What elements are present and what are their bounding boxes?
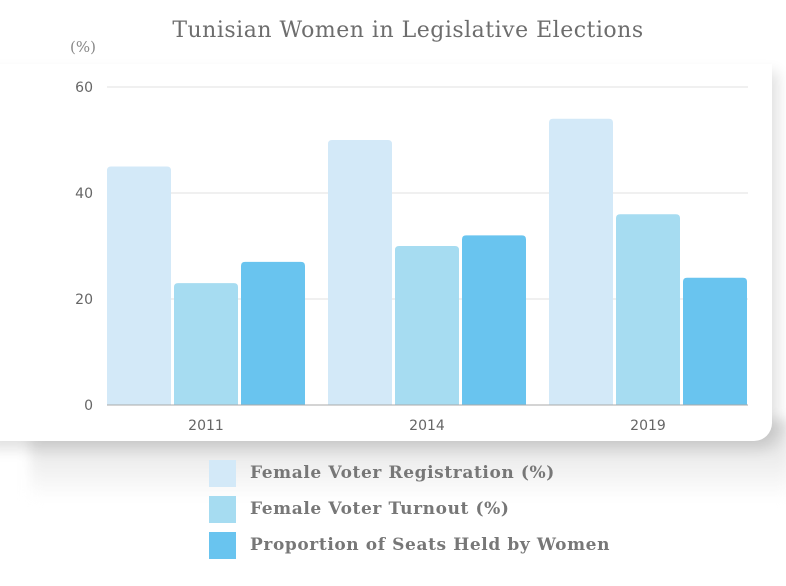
bar: [328, 140, 392, 405]
y-tick-label: 0: [84, 398, 93, 414]
legend-label: Proportion of Seats Held by Women: [250, 535, 611, 555]
bar: [462, 235, 526, 405]
legend-swatch: [209, 459, 236, 487]
legend-swatch: [209, 531, 236, 559]
bar: [549, 118, 613, 406]
bar: [616, 214, 680, 405]
bar: [241, 261, 305, 405]
y-tick-label: 60: [75, 80, 93, 96]
chart-title: Tunisian Women in Legislative Elections: [172, 18, 644, 43]
x-tick-label: 2019: [630, 418, 666, 434]
y-tick-label: 40: [75, 186, 93, 202]
bar: [395, 246, 459, 405]
legend-item-registration: Female Voter Registration (%): [209, 455, 610, 491]
bar: [174, 283, 238, 405]
legend-item-turnout: Female Voter Turnout (%): [209, 491, 610, 527]
bar: [107, 166, 171, 405]
legend-swatch: [209, 495, 236, 523]
legend-item-seats: Proportion of Seats Held by Women: [209, 527, 610, 563]
x-tick-label: 2014: [409, 418, 445, 434]
bar: [683, 277, 747, 405]
legend-label: Female Voter Turnout (%): [250, 499, 510, 519]
legend: Female Voter Registration (%) Female Vot…: [209, 455, 610, 563]
y-axis-unit-label: (%): [70, 38, 96, 56]
x-tick-label: 2011: [188, 418, 224, 434]
y-tick-label: 20: [75, 292, 93, 308]
legend-label: Female Voter Registration (%): [250, 463, 555, 483]
